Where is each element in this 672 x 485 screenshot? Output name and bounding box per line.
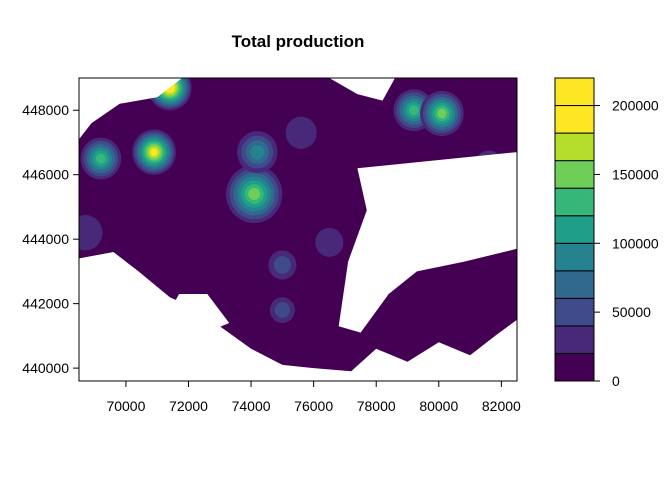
y-tick-label: 446000 xyxy=(22,167,69,183)
production-peak xyxy=(315,227,344,257)
y-tick-label: 444000 xyxy=(22,231,69,247)
y-tick-label: 448000 xyxy=(22,102,69,118)
x-tick-label: 80000 xyxy=(419,398,458,414)
legend-swatch xyxy=(554,242,595,272)
plot-area xyxy=(79,78,517,381)
production-peak xyxy=(226,165,283,224)
legend-swatch xyxy=(554,132,595,162)
legend-swatch xyxy=(554,187,595,217)
legend-swatch xyxy=(554,270,595,299)
legend-swatch xyxy=(554,215,595,244)
contour-band-6 xyxy=(408,105,419,116)
contour-band-4 xyxy=(250,144,265,160)
legend-swatch xyxy=(554,160,595,189)
legend-colorbar: 0 50000 100000 150000 200000 xyxy=(554,77,659,389)
x-tick-label: 76000 xyxy=(294,398,333,414)
legend-swatch xyxy=(554,77,595,107)
production-peak xyxy=(79,215,103,251)
x-axis: 70000 72000 74000 76000 78000 80000 82000 xyxy=(106,380,521,414)
no-data-area xyxy=(329,78,395,101)
legend-label: 50000 xyxy=(612,304,651,320)
production-peak xyxy=(132,129,176,175)
y-tick-label: 440000 xyxy=(22,360,69,376)
no-data-area xyxy=(157,294,230,336)
x-tick-label: 74000 xyxy=(232,398,271,414)
contour-band-1 xyxy=(315,227,344,257)
legend-swatch xyxy=(554,105,595,134)
contour-band-7 xyxy=(248,187,261,201)
x-tick-label: 82000 xyxy=(482,398,521,414)
production-peak xyxy=(420,90,464,137)
legend-label: 150000 xyxy=(612,166,659,182)
legend-swatch xyxy=(554,352,595,382)
contour-band-2 xyxy=(273,256,292,274)
y-tick-label: 442000 xyxy=(22,296,69,312)
contour-band-2 xyxy=(274,302,291,318)
legend-label: 200000 xyxy=(612,98,659,114)
contour-band-6 xyxy=(96,153,106,164)
legend-label: 100000 xyxy=(612,235,659,251)
y-axis: 440000 442000 444000 446000 448000 xyxy=(22,102,80,376)
legend-swatch xyxy=(554,325,595,354)
contour-band-1 xyxy=(79,215,103,251)
contour-band-7 xyxy=(437,108,447,119)
x-tick-label: 72000 xyxy=(169,398,208,414)
contour-band-9 xyxy=(150,148,158,156)
contour-band-1 xyxy=(285,116,317,149)
no-data-area xyxy=(79,78,183,140)
production-peak xyxy=(285,116,317,149)
production-peak xyxy=(268,250,297,280)
x-tick-label: 78000 xyxy=(357,398,396,414)
legend-label: 0 xyxy=(612,373,620,389)
production-peak xyxy=(269,297,295,323)
x-tick-label: 70000 xyxy=(106,398,145,414)
chart-title: Total production xyxy=(232,32,365,51)
production-peak xyxy=(237,131,278,174)
legend-swatch xyxy=(554,297,595,327)
no-data-area xyxy=(338,152,517,333)
production-peak xyxy=(80,137,122,180)
